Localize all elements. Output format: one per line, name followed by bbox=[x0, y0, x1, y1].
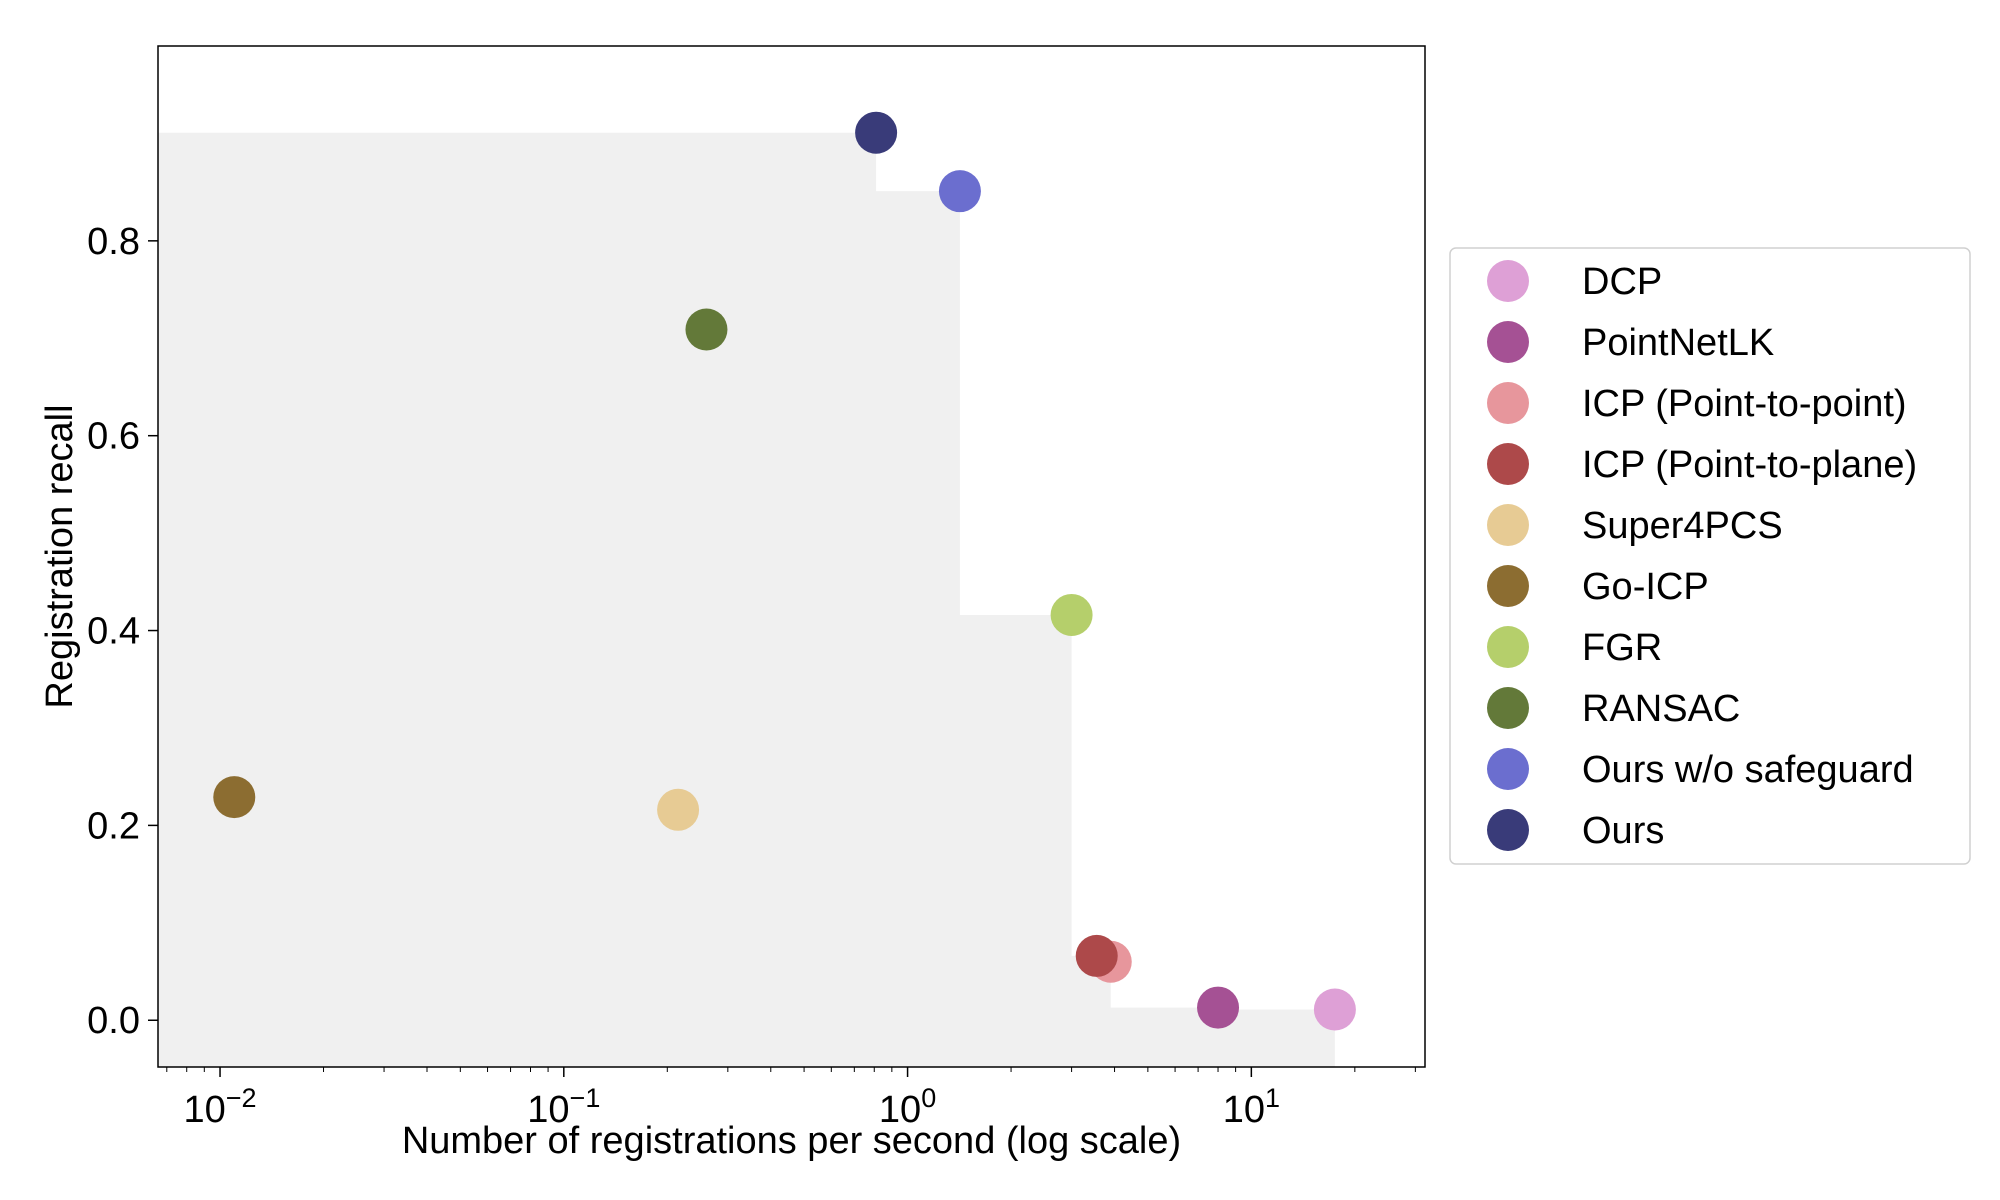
legend-label-pointnetlk: PointNetLK bbox=[1582, 322, 1774, 364]
legend-label-ours: Ours bbox=[1582, 810, 1664, 852]
y-tick-label: 0.6 bbox=[87, 416, 140, 458]
x-axis-title: Number of registrations per second (log … bbox=[402, 1120, 1181, 1162]
legend: DCP PointNetLK ICP (Point-to-point) ICP (Po… bbox=[1449, 247, 1971, 865]
y-tick-label: 0.0 bbox=[87, 1000, 140, 1042]
legend-marker-dcp bbox=[1487, 260, 1529, 302]
legend-label-dcp: DCP bbox=[1582, 261, 1662, 303]
point-ransac bbox=[685, 308, 728, 351]
legend-label-icp-point-to-plane: ICP (Point-to-plane) bbox=[1582, 444, 1917, 486]
legend-marker-ours bbox=[1487, 809, 1529, 851]
x-tick-label: 101 bbox=[1223, 1083, 1280, 1131]
legend-label-ours-w-o-safeguard: Ours w/o safeguard bbox=[1582, 749, 1914, 791]
plot-frame bbox=[157, 45, 1426, 1068]
point-ours-w-o-safeguard bbox=[938, 170, 981, 213]
legend-label-fgr: FGR bbox=[1582, 627, 1662, 669]
x-axis: 10−2 10−1 100 101 bbox=[166, 1067, 1416, 1131]
legend-label-icp-point-to-point: ICP (Point-to-point) bbox=[1582, 383, 1907, 425]
point-icp-point-to-plane bbox=[1075, 934, 1118, 977]
legend-label-go-icp: Go-ICP bbox=[1582, 566, 1709, 608]
legend-marker-icp-point-to-point bbox=[1487, 382, 1529, 424]
x-tick-label: 10−1 bbox=[527, 1083, 600, 1131]
legend-label-ransac: RANSAC bbox=[1582, 688, 1740, 730]
legend-box bbox=[1449, 247, 1971, 865]
point-super4pcs bbox=[657, 788, 700, 831]
y-tick-label: 0.4 bbox=[87, 611, 140, 653]
x-tick-label: 100 bbox=[879, 1083, 936, 1131]
y-tick-label: 0.2 bbox=[87, 805, 140, 847]
legend-marker-super4pcs bbox=[1487, 504, 1529, 546]
legend-marker-ours-w-o-safeguard bbox=[1487, 748, 1529, 790]
legend-label-super4pcs: Super4PCS bbox=[1582, 505, 1783, 547]
legend-marker-icp-point-to-plane bbox=[1487, 443, 1529, 485]
point-go-icp bbox=[213, 776, 256, 819]
legend-marker-fgr bbox=[1487, 626, 1529, 668]
legend-marker-go-icp bbox=[1487, 565, 1529, 607]
y-axis: 0.0 0.2 0.4 0.6 0.8 bbox=[87, 221, 158, 1042]
y-tick-label: 0.8 bbox=[87, 221, 140, 263]
point-pointnetlk bbox=[1197, 986, 1240, 1029]
data-points bbox=[213, 111, 1356, 1031]
x-tick-label: 10−2 bbox=[183, 1083, 256, 1131]
y-axis-title: Registration recall bbox=[39, 404, 81, 708]
point-dcp bbox=[1313, 988, 1356, 1031]
legend-marker-ransac bbox=[1487, 687, 1529, 729]
point-ours bbox=[855, 111, 898, 154]
legend-marker-pointnetlk bbox=[1487, 321, 1529, 363]
pareto-frontier-area bbox=[158, 132, 1335, 1068]
point-fgr bbox=[1050, 593, 1093, 636]
